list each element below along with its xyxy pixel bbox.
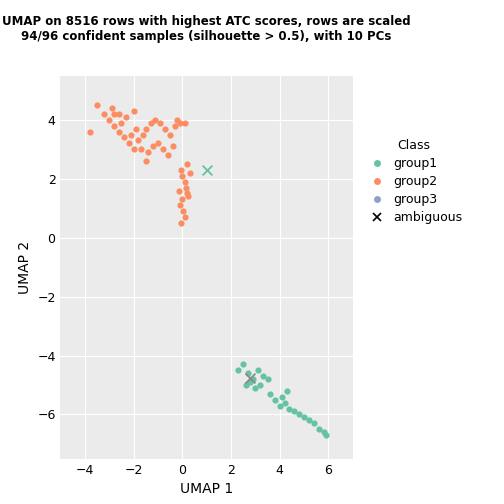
Point (107, 104, 115, 112)
Point (174, 186, 182, 195)
Y-axis label: UMAP 2: UMAP 2 (18, 240, 32, 294)
Point (246, 373, 255, 382)
Point (164, 151, 172, 159)
Point (117, 119, 125, 127)
Point (176, 201, 184, 209)
Point (266, 390, 274, 398)
Point (168, 142, 176, 150)
Point (142, 157, 150, 165)
Point (183, 190, 191, 198)
Point (278, 393, 286, 401)
Point (139, 131, 147, 139)
Point (179, 207, 187, 215)
Text: UMAP on 8516 rows with highest ATC scores, rows are scaled
94/96 confident sampl: UMAP on 8516 rows with highest ATC score… (3, 15, 411, 43)
Point (259, 372, 267, 380)
Point (249, 375, 257, 383)
Point (234, 366, 242, 374)
Point (135, 137, 143, 145)
Point (144, 148, 152, 156)
Point (130, 107, 138, 115)
Point (115, 110, 123, 118)
Point (149, 142, 157, 150)
Legend: group1, group2, group3, ambiguous: group1, group2, group3, ambiguous (365, 139, 463, 224)
Point (122, 113, 130, 121)
Point (110, 121, 118, 130)
Point (184, 193, 193, 201)
Point (137, 145, 145, 153)
Point (264, 375, 272, 383)
Point (185, 169, 194, 177)
Point (276, 402, 284, 410)
Point (251, 384, 260, 392)
Point (178, 172, 186, 180)
Point (142, 124, 150, 133)
Point (147, 119, 155, 127)
Point (271, 396, 279, 404)
Point (154, 139, 162, 147)
Point (283, 387, 291, 395)
Point (115, 128, 123, 136)
Point (120, 134, 128, 142)
Point (310, 419, 318, 427)
Point (203, 166, 211, 174)
Point (171, 121, 179, 130)
Point (305, 416, 313, 424)
Point (177, 166, 185, 174)
Point (100, 110, 108, 118)
Point (320, 428, 328, 436)
Point (180, 213, 188, 221)
Point (246, 378, 255, 386)
Point (254, 366, 262, 374)
Point (159, 145, 167, 153)
Point (281, 399, 289, 407)
Point (241, 381, 249, 389)
Point (176, 119, 184, 127)
Point (127, 131, 135, 139)
Point (110, 110, 118, 118)
Point (132, 124, 140, 133)
Point (151, 116, 159, 124)
Point (180, 177, 188, 185)
Point (256, 381, 264, 389)
Point (124, 139, 133, 147)
Point (300, 413, 308, 421)
Point (161, 124, 169, 133)
Point (166, 131, 174, 139)
Point (156, 119, 164, 127)
Point (322, 431, 330, 439)
Point (244, 369, 252, 377)
Point (183, 160, 191, 168)
Point (239, 360, 247, 368)
Point (290, 407, 298, 415)
Point (93, 101, 101, 109)
Point (105, 116, 113, 124)
Point (180, 119, 188, 127)
Point (285, 405, 293, 413)
Point (177, 219, 185, 227)
Point (182, 183, 190, 192)
Point (130, 145, 138, 153)
Point (314, 425, 323, 433)
Point (178, 196, 186, 204)
Point (295, 410, 303, 418)
Point (173, 116, 181, 124)
X-axis label: UMAP 1: UMAP 1 (180, 482, 233, 496)
Point (86, 128, 94, 136)
